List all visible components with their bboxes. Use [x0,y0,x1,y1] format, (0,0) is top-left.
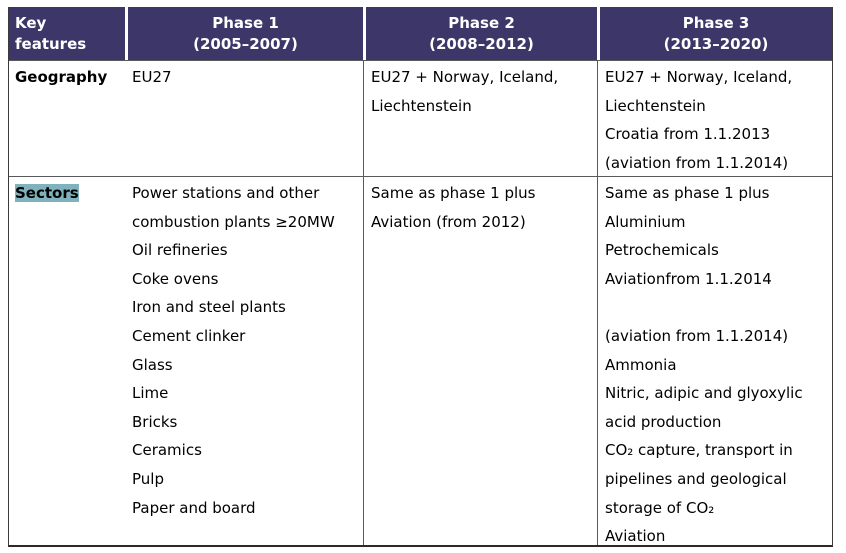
row-label-geography: Geography [15,68,108,86]
header-cell-phase-1: Phase 1 (2005–2007) [125,7,363,60]
table-header-row: Key features Phase 1 (2005–2007) Phase 2… [9,7,832,60]
row-label-sectors: Sectors [9,177,125,545]
header-cell-phase-2: Phase 2 (2008–2012) [363,7,597,60]
sectors-phase-1-cell: Power stations and other combustion plan… [132,184,335,517]
phase-3-title: Phase 3 [682,13,750,32]
header-cell-phase-3: Phase 3 (2013–2020) [597,7,832,60]
sectors-phase-2-cell: Same as phase 1 plus Aviation (from 2012) [363,177,597,545]
phase-1-title: Phase 1 [212,13,279,32]
geography-phase-3-cell: EU27 + Norway, Iceland, Liechtenstein Cro… [597,61,832,176]
table-row-sectors: Sectors Power stations and other combust… [9,176,832,545]
phase-3-years: (2013–2020) [663,34,769,53]
geography-phase-2-cell: EU27 + Norway, Iceland, Liechtenstein [363,61,597,176]
phase-1-years: (2005–2007) [193,34,298,53]
table-row-geography: Geography EU27 EU27 + Norway, Iceland, L… [9,60,832,176]
phase-2-years: (2008–2012) [429,34,534,53]
header-cell-key-features: Key features [9,7,125,60]
phase-2-title: Phase 2 [448,13,515,32]
sectors-label-highlighted: Sectors [15,184,79,202]
ets-phases-table: Key features Phase 1 (2005–2007) Phase 2… [8,7,833,547]
geography-phase-1-cell: EU27 [132,68,172,86]
sectors-phase-3-cell: Same as phase 1 plus Aluminium Petrochemic… [597,177,832,545]
